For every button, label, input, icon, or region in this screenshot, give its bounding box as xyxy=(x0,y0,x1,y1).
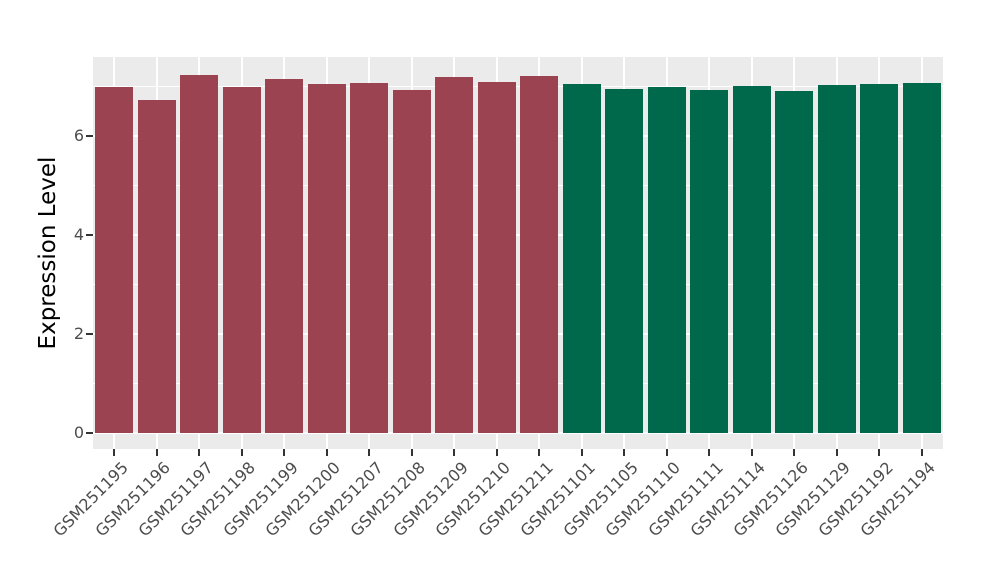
x-axis-tick xyxy=(580,449,583,456)
x-axis-tick xyxy=(750,449,753,456)
bar-GSM251198 xyxy=(222,86,261,433)
bar-GSM251209 xyxy=(435,77,474,433)
plot-panel xyxy=(93,57,943,449)
x-axis-tick xyxy=(113,449,116,456)
major-gridline xyxy=(93,135,943,137)
x-axis-tick xyxy=(708,449,711,456)
x-axis-tick xyxy=(495,449,498,456)
x-axis-tick xyxy=(665,449,668,456)
bar-GSM251126 xyxy=(775,90,814,433)
x-axis-tick xyxy=(410,449,413,456)
x-axis-tick xyxy=(368,449,371,456)
bar-GSM251199 xyxy=(265,79,304,433)
major-gridline xyxy=(93,333,943,335)
y-axis-tick xyxy=(86,135,93,137)
y-tick-label: 4 xyxy=(73,225,84,244)
x-axis-tick xyxy=(155,449,158,456)
bar-GSM251210 xyxy=(477,81,516,433)
bar-GSM251105 xyxy=(605,89,644,433)
x-axis-tick xyxy=(240,449,243,456)
bar-GSM251196 xyxy=(137,99,176,433)
x-axis-tick xyxy=(920,449,923,456)
x-axis-tick xyxy=(198,449,201,456)
bar-GSM251111 xyxy=(690,90,729,433)
bar-GSM251114 xyxy=(732,85,771,433)
x-axis-tick xyxy=(623,449,626,456)
bar-GSM251200 xyxy=(307,83,346,433)
y-tick-label: 2 xyxy=(73,324,84,343)
y-axis-tick xyxy=(86,234,93,236)
x-axis-tick xyxy=(453,449,456,456)
y-tick-label: 0 xyxy=(73,423,84,442)
minor-gridline xyxy=(93,383,943,384)
bar-GSM251195 xyxy=(95,86,134,433)
bar-GSM251110 xyxy=(647,87,686,433)
y-axis-tick xyxy=(86,333,93,335)
x-axis-tick xyxy=(283,449,286,456)
y-tick-label: 6 xyxy=(73,126,84,145)
x-axis-tick xyxy=(878,449,881,456)
bar-GSM251194 xyxy=(902,82,941,433)
bar-GSM251211 xyxy=(520,76,559,433)
bar-GSM251207 xyxy=(350,82,389,433)
x-axis-tick xyxy=(793,449,796,456)
bar-GSM251129 xyxy=(817,85,856,433)
minor-gridline xyxy=(93,86,943,87)
y-axis-tick xyxy=(86,432,93,434)
x-axis-tick xyxy=(538,449,541,456)
major-gridline xyxy=(93,432,943,434)
bar-GSM251192 xyxy=(860,83,899,433)
minor-gridline xyxy=(93,185,943,186)
major-gridline xyxy=(93,234,943,236)
x-axis-tick xyxy=(325,449,328,456)
x-axis-tick xyxy=(835,449,838,456)
minor-gridline xyxy=(93,284,943,285)
bar-GSM251208 xyxy=(392,90,431,433)
y-axis-title: Expression Level xyxy=(35,156,61,350)
bar-GSM251197 xyxy=(180,75,219,433)
bar-GSM251101 xyxy=(562,84,601,433)
